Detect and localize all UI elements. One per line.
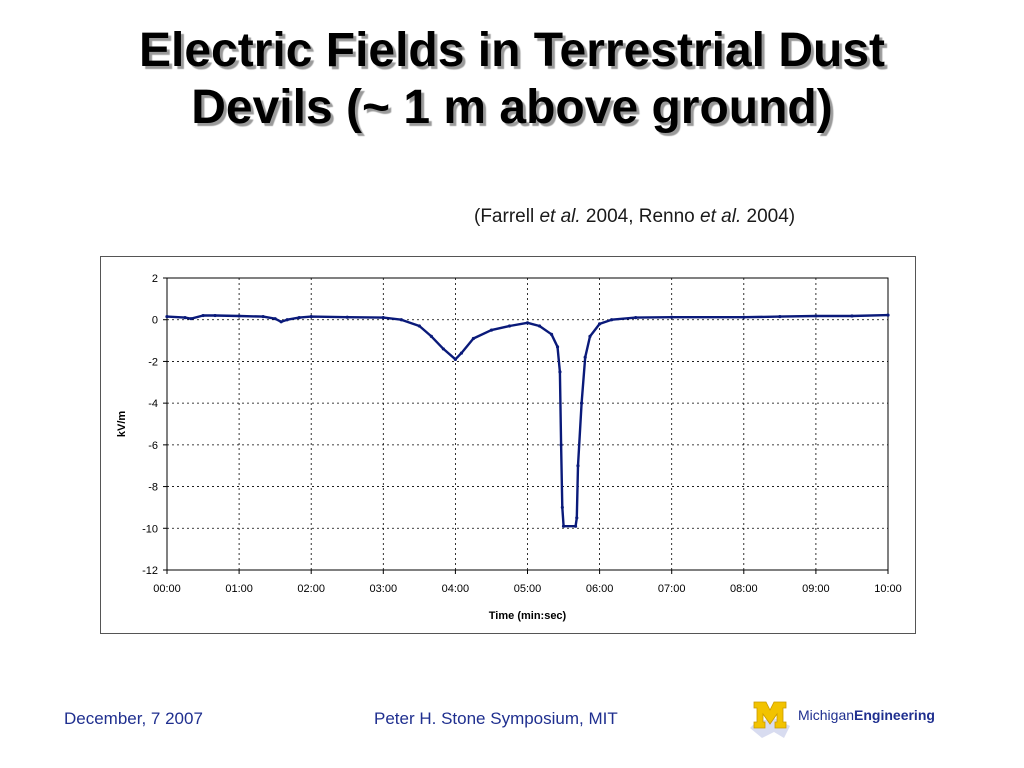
data-point <box>670 315 674 319</box>
x-tick-label: 04:00 <box>442 583 470 595</box>
data-point <box>261 314 265 319</box>
data-point <box>279 320 283 324</box>
data-point <box>558 370 562 374</box>
data-point <box>850 314 854 318</box>
x-tick-label: 08:00 <box>730 583 758 595</box>
data-point <box>634 316 638 320</box>
x-tick-label: 10:00 <box>874 583 902 595</box>
data-point <box>573 524 578 528</box>
x-tick-label: 01:00 <box>225 583 253 595</box>
y-axis-label: kV/m <box>116 411 128 438</box>
data-point <box>429 334 433 338</box>
data-point <box>285 318 289 322</box>
footer-date: December, 7 2007 <box>64 709 203 728</box>
data-point <box>814 314 818 318</box>
logo-wordmark: MichiganEngineering <box>798 707 935 723</box>
citation-etal-1: et al. <box>539 206 581 227</box>
data-point <box>579 401 584 405</box>
data-point <box>213 313 217 318</box>
data-point <box>561 524 566 528</box>
logo-wordmark-michigan: Michigan <box>798 707 855 723</box>
data-point <box>489 328 494 332</box>
data-point <box>559 443 563 447</box>
y-tick-label: 0 <box>152 315 158 327</box>
data-point <box>598 322 602 326</box>
citation-etal-2: et al. <box>700 206 742 227</box>
x-tick-label: 06:00 <box>586 583 614 595</box>
title-line-1: Electric Fields in Terrestrial Dust <box>138 24 886 77</box>
electric-field-line-chart: 2 0 -2 -4 -6 -8 -10 -12 00:00 01:00 02:00 03:00 04:0… <box>116 273 902 622</box>
data-point <box>525 321 530 325</box>
data-point <box>459 351 464 355</box>
data-point <box>588 334 592 338</box>
data-point <box>555 345 560 349</box>
citation-close: 2004) <box>741 206 796 227</box>
data-point <box>345 315 349 319</box>
citation-mid: 2004, Renno <box>580 206 701 227</box>
x-tick-label: 05:00 <box>514 583 542 595</box>
data-point <box>273 317 277 321</box>
y-tick-label: -8 <box>148 482 158 494</box>
title-line-2: Devils (~ 1 m above ground) <box>191 81 833 134</box>
citation: (Farrell et al. 2004, Renno et al. 2004) <box>474 206 795 228</box>
chart-frame: 2 0 -2 -4 -6 -8 -10 -12 00:00 01:00 02:00 03:00 04:0… <box>100 256 916 634</box>
data-point <box>399 318 403 322</box>
citation-open: (Farrell <box>474 206 540 227</box>
data-point <box>778 314 782 319</box>
data-point <box>507 324 512 328</box>
data-point <box>742 315 746 319</box>
data-point <box>237 314 241 318</box>
x-tick-label: 00:00 <box>153 583 181 595</box>
y-tick-label: -4 <box>148 398 158 410</box>
data-point <box>560 505 564 510</box>
data-point <box>417 324 421 328</box>
series-line <box>166 313 889 528</box>
data-point <box>549 332 554 336</box>
x-tick-label: 09:00 <box>802 583 830 595</box>
x-axis-label: Time (min:sec) <box>489 610 567 622</box>
data-point <box>576 464 580 468</box>
data-point <box>201 313 205 318</box>
y-tick-label: -2 <box>148 356 158 368</box>
y-tick-label: -10 <box>142 523 158 535</box>
data-point <box>297 316 301 320</box>
data-point <box>610 318 614 322</box>
x-tick-label: 02:00 <box>297 583 325 595</box>
data-point <box>575 516 579 520</box>
block-m-logo-icon <box>750 701 790 738</box>
x-tick-label: 03:00 <box>370 583 398 595</box>
footer-event: Peter H. Stone Symposium, MIT <box>374 709 618 728</box>
y-tick-label: 2 <box>152 273 158 285</box>
y-tick-label: -6 <box>148 440 158 452</box>
data-point <box>165 314 169 319</box>
data-point <box>381 316 385 320</box>
data-point <box>471 336 476 341</box>
data-point <box>189 317 193 321</box>
x-tick-label: 07:00 <box>658 583 686 595</box>
data-point <box>583 355 587 359</box>
data-point <box>886 313 890 317</box>
slide-title: Electric Fields in Terrestrial Dust Devi… <box>0 22 1024 136</box>
data-point <box>441 347 445 351</box>
logo-wordmark-engineering: Engineering <box>854 707 935 723</box>
data-point <box>453 357 457 361</box>
y-tick-label: -12 <box>142 565 158 577</box>
data-point <box>309 314 313 319</box>
michigan-engineering-logo: MichiganEngineering <box>744 698 964 740</box>
data-point <box>183 316 187 320</box>
data-point <box>537 324 542 328</box>
